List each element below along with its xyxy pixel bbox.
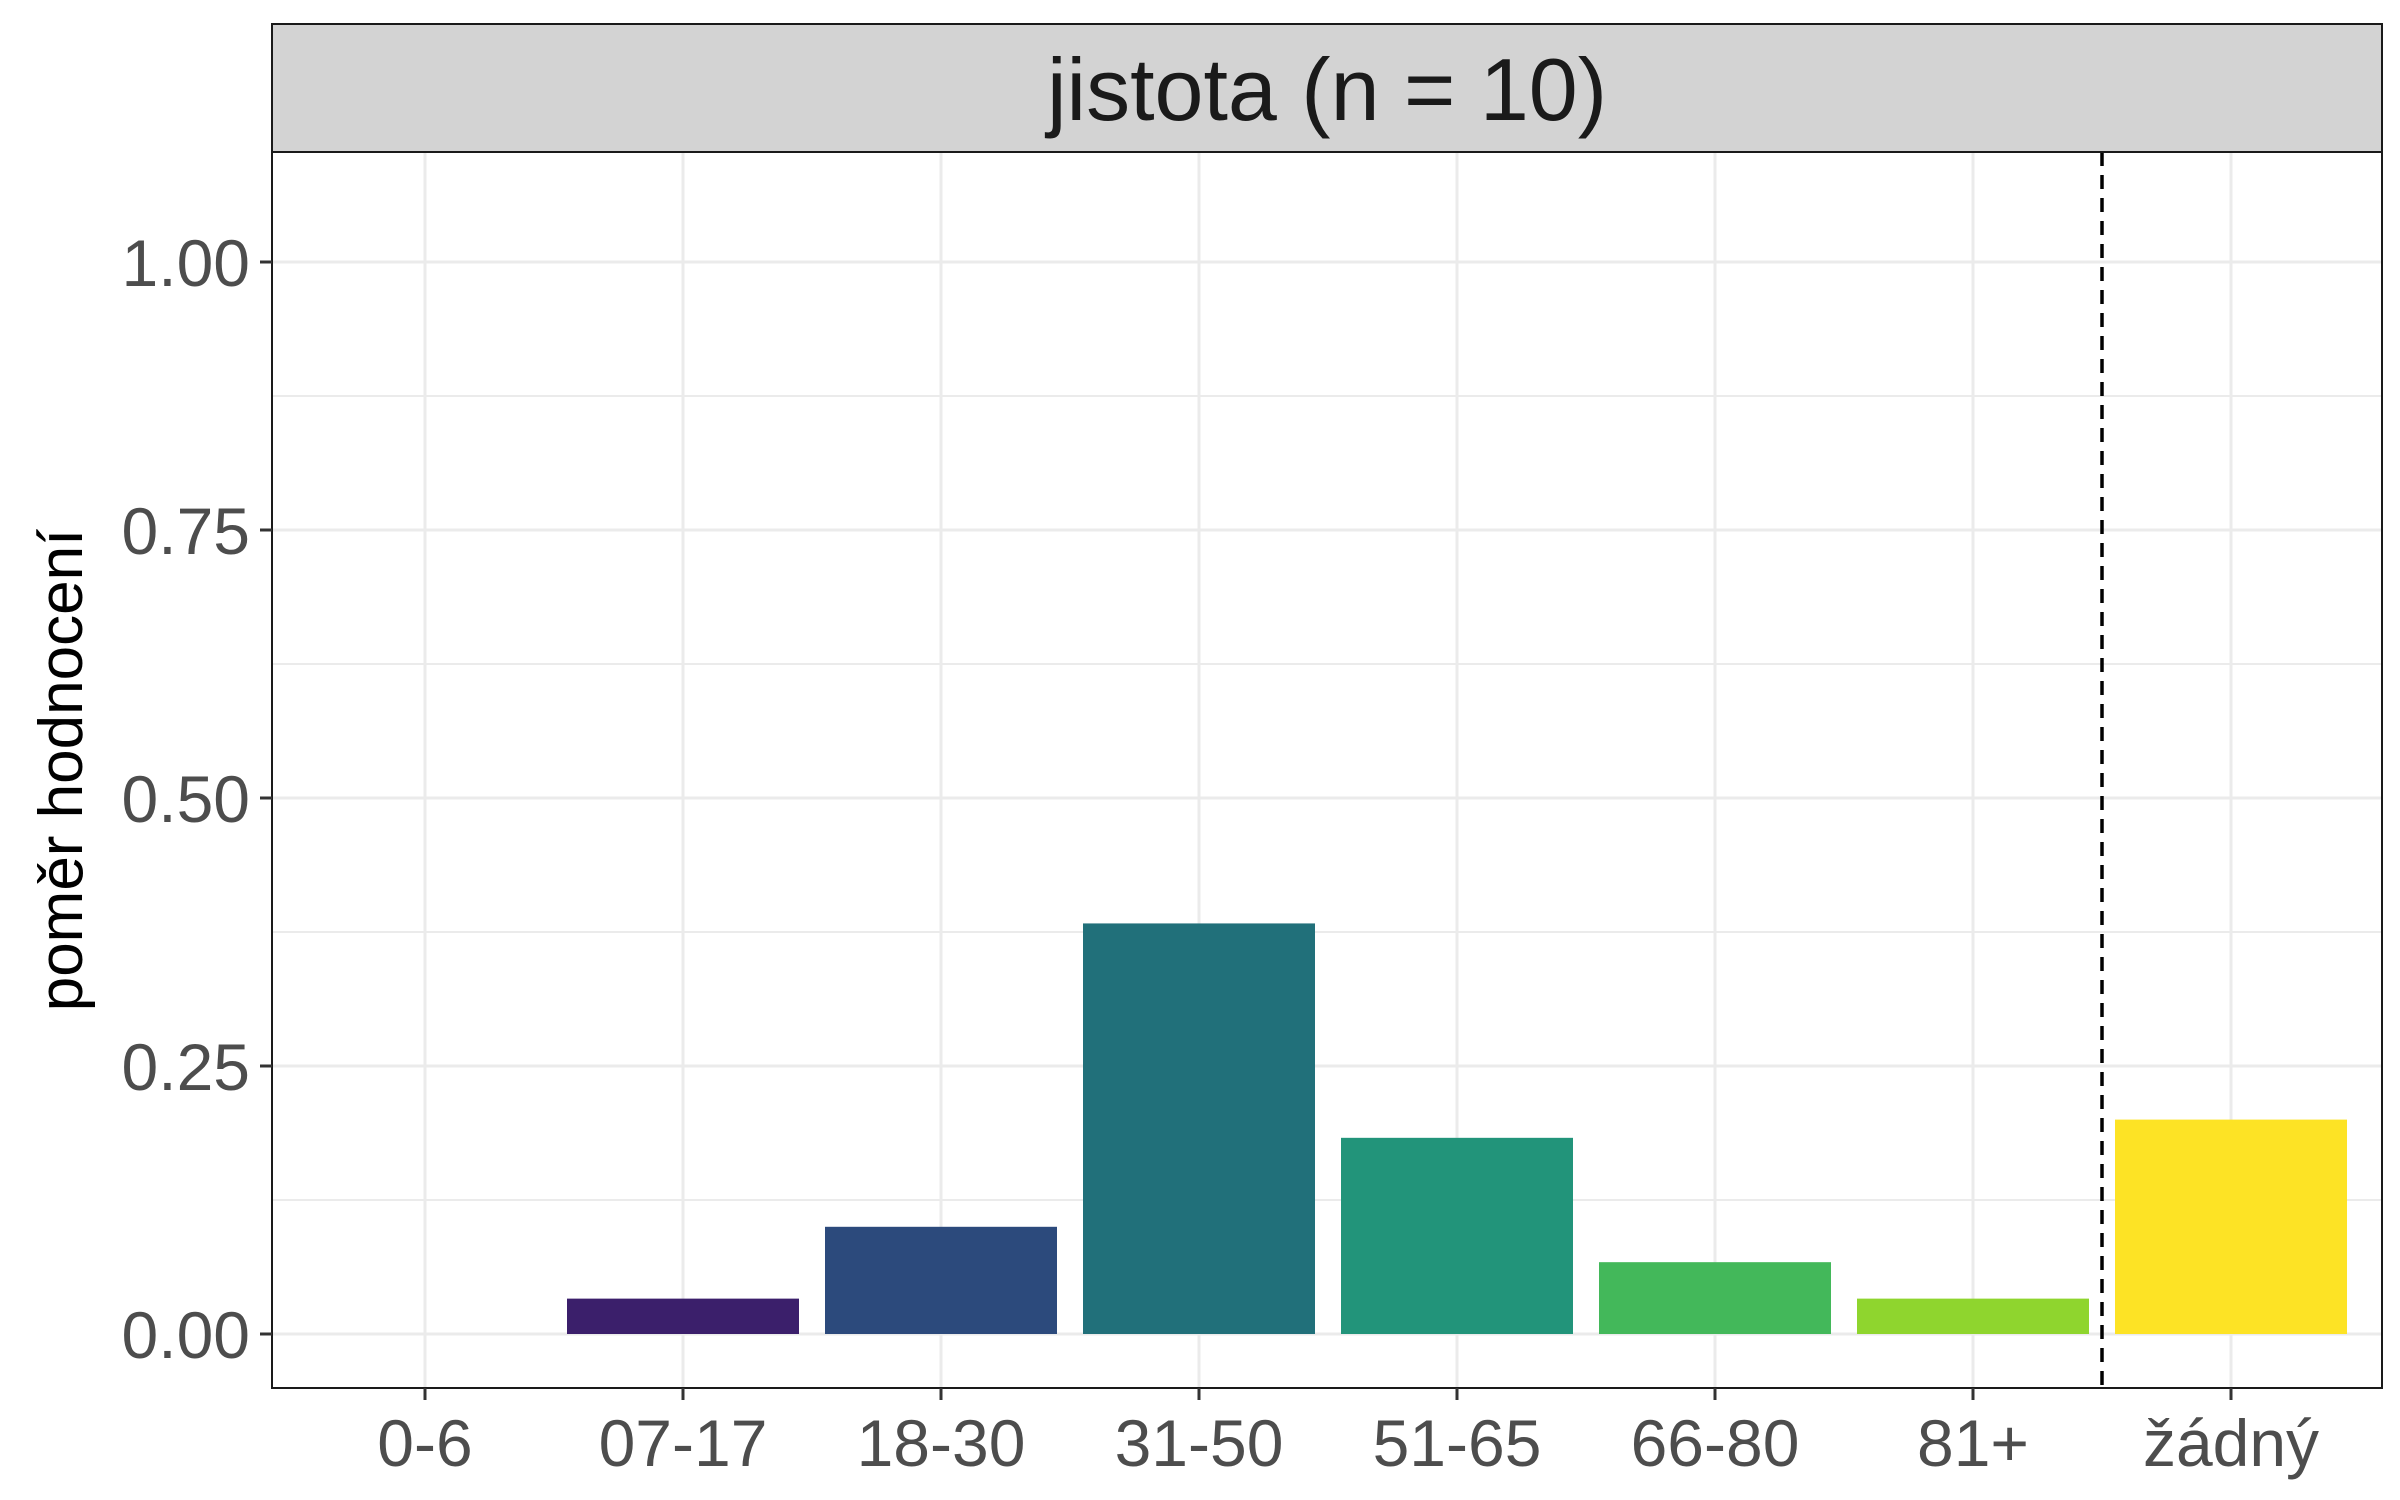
- bar-81+: [1857, 1298, 2089, 1334]
- y-tick-label: 0.00: [122, 1298, 250, 1372]
- plot-panel: [272, 152, 2382, 1388]
- x-tick-label: 81+: [1917, 1406, 2029, 1480]
- panel-border: [271, 151, 2383, 1389]
- y-axis: 0.00 0.25 0.50 0.75 1.00: [122, 226, 272, 1372]
- bars: [567, 923, 2347, 1334]
- bar-51-65: [1341, 1137, 1573, 1334]
- x-tick-label: 31-50: [1115, 1406, 1284, 1480]
- bar-žádný: [2115, 1119, 2347, 1334]
- x-tick-label: žádný: [2143, 1406, 2319, 1480]
- x-tick-label: 07-17: [599, 1406, 768, 1480]
- bar-18-30: [825, 1226, 1057, 1334]
- y-tick-label: 0.75: [122, 494, 250, 568]
- bar-66-80: [1599, 1262, 1831, 1334]
- gridlines: [272, 152, 2382, 1388]
- x-axis: 0-6 07-17 18-30 31-50 51-65 66-80 81+ žádný: [377, 1388, 2319, 1480]
- facet-strip: [271, 23, 2383, 153]
- y-axis-title: poměr hodnocení: [27, 529, 96, 1012]
- x-tick-label: 18-30: [857, 1406, 1026, 1480]
- y-tick-label: 0.50: [122, 762, 250, 836]
- facet-title: jistota (n = 10): [1044, 40, 1607, 139]
- x-tick-label: 66-80: [1631, 1406, 1800, 1480]
- bar-31-50: [1083, 923, 1315, 1334]
- y-tick-label: 1.00: [122, 226, 250, 300]
- x-tick-label: 51-65: [1373, 1406, 1542, 1480]
- y-tick-label: 0.25: [122, 1030, 250, 1104]
- x-tick-label: 0-6: [377, 1406, 472, 1480]
- bar-07-17: [567, 1298, 799, 1334]
